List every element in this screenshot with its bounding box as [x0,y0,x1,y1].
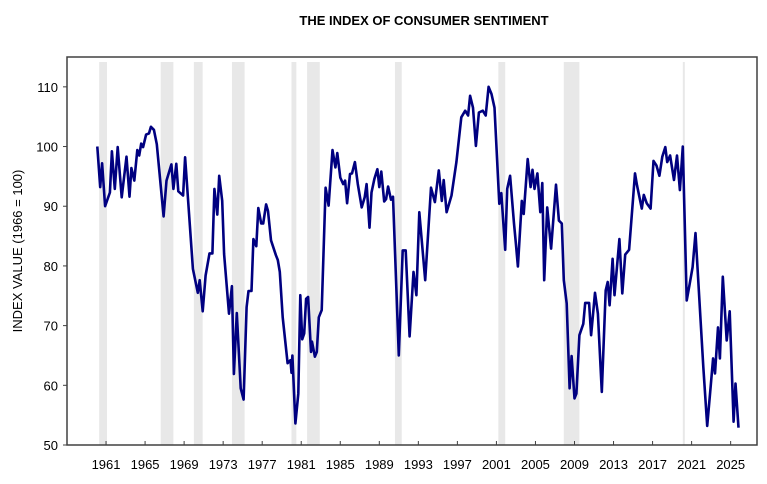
x-tick-label: 2009 [560,457,589,472]
x-tick-label: 1973 [209,457,238,472]
x-tick-label: 2025 [716,457,745,472]
x-tick-label: 1981 [287,457,316,472]
x-tick-label: 1985 [326,457,355,472]
plot-frame [66,56,758,446]
recession-band [291,62,297,445]
x-tick-label: 2005 [521,457,550,472]
x-tick-label: 1965 [131,457,160,472]
recession-bands [99,62,685,445]
y-axis-label: INDEX VALUE (1966 = 100) [10,170,25,333]
x-tick-label: 1969 [170,457,199,472]
y-tick-label: 80 [44,259,58,274]
recession-band [682,62,685,445]
y-tick-label: 70 [44,319,58,334]
y-axis: 50 60 70 80 90 100 110 [36,80,67,453]
recession-band [307,62,320,445]
recession-band [160,62,174,445]
y-tick-label: 100 [36,140,58,155]
x-tick-label: 1989 [365,457,394,472]
x-tick-label: 2013 [599,457,628,472]
x-tick-label: 2021 [677,457,706,472]
recession-band [193,62,203,445]
sentiment-line [96,85,740,428]
y-tick-label: 60 [44,378,58,393]
y-tick-label: 110 [37,80,58,95]
recession-band [394,62,402,445]
y-tick-label: 50 [44,438,58,453]
x-tick-label: 1993 [404,457,433,472]
recession-band [99,62,108,445]
x-axis: 1961 1965 1969 1973 1977 1981 1985 1989 1993 1997… [92,441,745,472]
x-tick-label: 1961 [92,457,121,472]
chart-title: THE INDEX OF CONSUMER SENTIMENT [299,13,548,28]
x-tick-label: 2001 [482,457,511,472]
x-tick-label: 2017 [638,457,667,472]
recession-band [498,62,506,445]
x-tick-label: 1977 [248,457,277,472]
y-tick-label: 90 [44,199,58,214]
x-tick-label: 1997 [443,457,472,472]
